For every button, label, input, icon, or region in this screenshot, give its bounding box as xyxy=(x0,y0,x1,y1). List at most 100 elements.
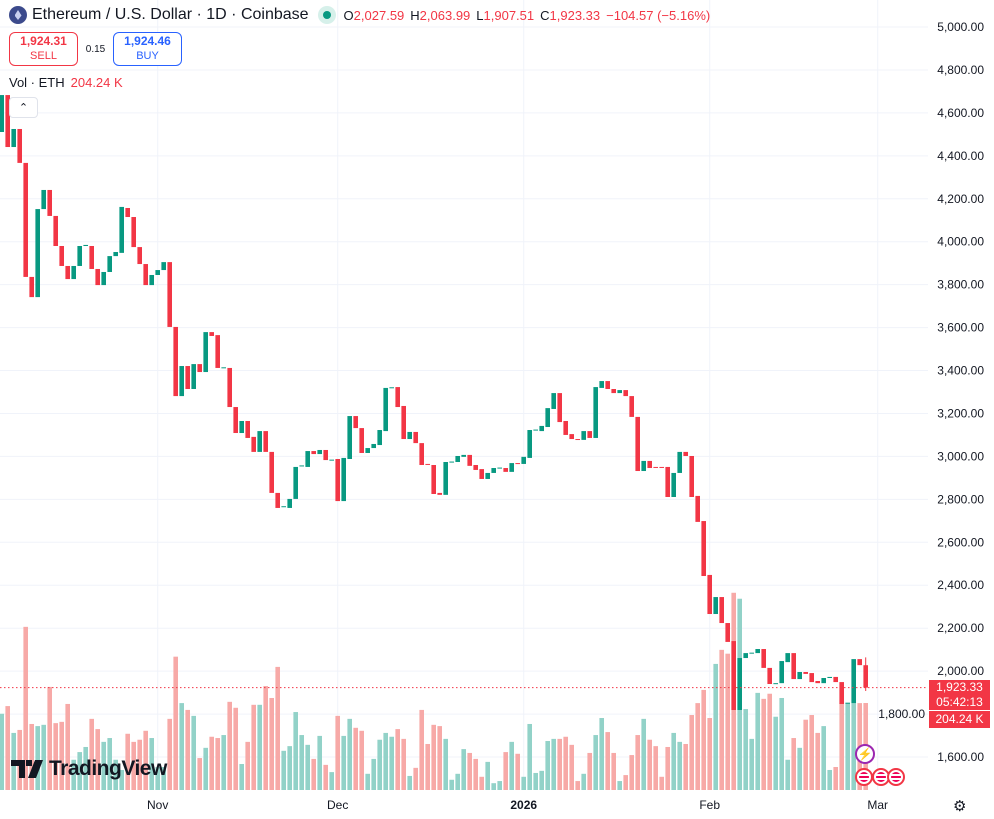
volume-bar xyxy=(815,732,820,790)
volume-bar xyxy=(665,746,670,790)
volume-bar xyxy=(797,747,802,790)
candle xyxy=(851,659,856,704)
candle xyxy=(533,429,538,431)
volume-bar xyxy=(581,773,586,790)
y-tick-label: 4,200.00 xyxy=(937,192,984,206)
candle xyxy=(167,262,172,327)
volume-bar xyxy=(623,775,628,790)
volume-bar xyxy=(263,686,268,790)
volume-bar xyxy=(587,752,592,790)
candle xyxy=(275,492,280,508)
volume-bar xyxy=(701,689,706,790)
candle xyxy=(155,270,160,275)
volume-bar xyxy=(323,764,328,790)
volume-bar xyxy=(377,739,382,790)
candle xyxy=(545,408,550,428)
volume-bar xyxy=(0,713,4,790)
volume-bar xyxy=(455,773,460,790)
volume-bar xyxy=(245,741,250,790)
volume-bar xyxy=(149,738,154,790)
candle xyxy=(17,128,22,163)
y-tick-label: 3,800.00 xyxy=(937,278,984,292)
volume-bar xyxy=(155,766,160,790)
candle xyxy=(407,431,412,440)
volume-bar xyxy=(305,744,310,790)
candle xyxy=(197,364,202,373)
candle xyxy=(635,416,640,472)
volume-bar xyxy=(47,686,52,790)
volume-bar xyxy=(395,729,400,790)
candle xyxy=(95,268,100,286)
volume-bar xyxy=(89,718,94,790)
volume-bar xyxy=(413,767,418,790)
y-tick-label: 3,200.00 xyxy=(937,406,984,420)
market-open-dot xyxy=(317,6,336,24)
buy-button[interactable]: 1,924.46 BUY xyxy=(113,32,182,66)
y-tick-label: 4,800.00 xyxy=(937,63,984,77)
collapse-chevron-icon[interactable]: ⌃ xyxy=(9,97,38,118)
volume-bar xyxy=(533,772,538,790)
candle xyxy=(29,276,34,298)
volume-bar xyxy=(689,715,694,790)
candle xyxy=(683,451,688,456)
x-tick-label: Mar xyxy=(867,798,888,812)
volume-bar xyxy=(83,746,88,790)
volume-bar xyxy=(749,738,754,790)
symbol-title[interactable]: Ethereum / U.S. Dollar · 1D · Coinbase xyxy=(32,6,309,23)
candle xyxy=(107,256,112,272)
volume-bar xyxy=(23,626,28,790)
y-tick-label: 1,600.00 xyxy=(937,750,984,764)
candle xyxy=(515,463,520,465)
volume-bar xyxy=(443,738,448,790)
low-value: L1,907.51 xyxy=(476,7,535,23)
volume-bar xyxy=(215,738,220,790)
candle xyxy=(221,367,226,369)
candle xyxy=(209,332,214,336)
candle xyxy=(641,460,646,472)
volume-bar xyxy=(461,749,466,790)
volume-bar xyxy=(53,723,58,790)
candle xyxy=(239,420,244,434)
sell-button[interactable]: 1,924.31 SELL xyxy=(9,32,78,66)
lightning-icon[interactable]: ⚡ xyxy=(855,744,875,764)
tradingview-logo[interactable]: TradingView xyxy=(11,757,167,781)
candle xyxy=(725,623,730,642)
x-tick-label: 2026 xyxy=(510,798,537,812)
change-value: −104.57 (−5.16%) xyxy=(606,7,711,23)
time-axis[interactable]: Nov Dec 2026 Feb Mar xyxy=(147,798,888,812)
x-tick-label: Dec xyxy=(327,798,348,812)
candle xyxy=(431,465,436,494)
volume-bar xyxy=(167,718,172,790)
candle xyxy=(575,439,580,441)
candle xyxy=(227,367,232,408)
candle xyxy=(401,405,406,440)
us-flag-event-icon[interactable] xyxy=(855,768,873,786)
candle xyxy=(395,387,400,408)
volume-bar xyxy=(599,718,604,790)
candle xyxy=(5,95,10,148)
volume-bar xyxy=(569,744,574,790)
volume-bar xyxy=(143,730,148,790)
candle xyxy=(479,469,484,479)
volume-bar xyxy=(35,726,40,790)
us-flag-event-icon[interactable] xyxy=(887,768,905,786)
candle xyxy=(773,683,778,685)
candle xyxy=(509,463,514,472)
candle xyxy=(125,208,130,218)
candle xyxy=(593,387,598,438)
candle xyxy=(599,381,604,388)
gear-icon[interactable]: ⚙ xyxy=(953,798,967,815)
volume-bar xyxy=(503,752,508,790)
volume-bar xyxy=(5,706,10,790)
candle xyxy=(389,387,394,389)
candle xyxy=(833,676,838,683)
volume-bar xyxy=(311,758,316,790)
candle xyxy=(101,271,106,286)
y-tick-label: 2,600.00 xyxy=(937,535,984,549)
candle xyxy=(863,665,868,688)
y-tick-label: 3,000.00 xyxy=(937,449,984,463)
candle xyxy=(281,506,286,508)
candle xyxy=(263,431,268,452)
open-value: O2,027.59 xyxy=(343,7,405,23)
